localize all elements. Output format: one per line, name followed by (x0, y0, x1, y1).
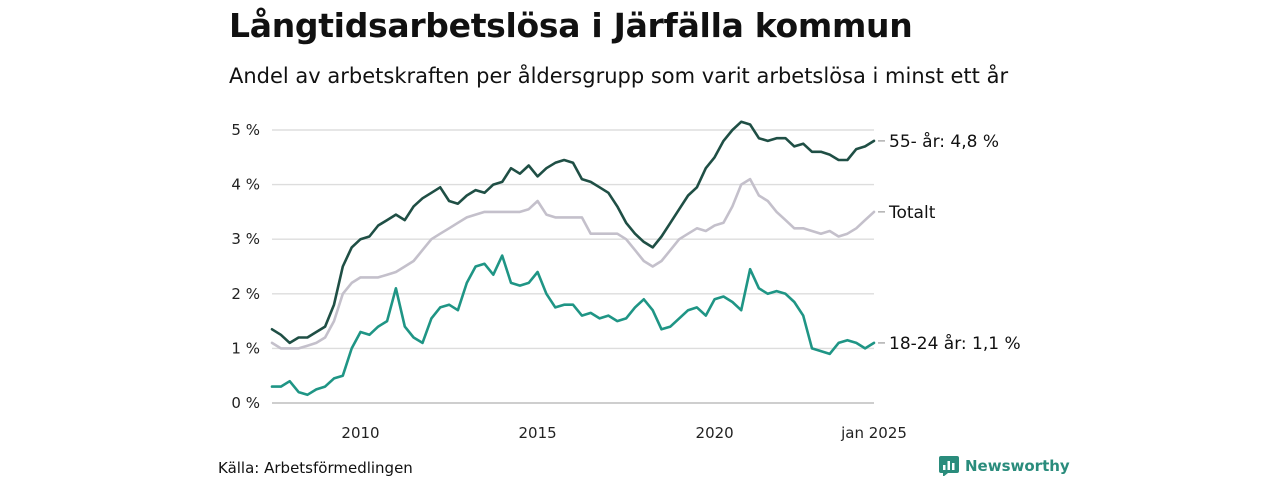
y-axis-ticks: 0 % 1 % 2 % 3 % 4 % 5 % (231, 121, 260, 412)
bar-chart-icon (939, 456, 959, 476)
y-tick-label: 3 % (231, 230, 260, 248)
y-tick-label: 4 % (231, 176, 260, 194)
x-tick-label: jan 2025 (840, 424, 907, 442)
y-tick-label: 1 % (231, 339, 260, 357)
y-tick-label: 2 % (231, 285, 260, 303)
chart-title: Långtidsarbetslösa i Järfälla kommun (229, 6, 913, 45)
series-line (270, 254, 876, 397)
gridlines (272, 129, 874, 404)
brand-logo: Newsworthy (939, 456, 1070, 476)
chart-subtitle: Andel av arbetskraften per åldersgrupp s… (229, 64, 1009, 88)
series-line (270, 177, 876, 350)
x-tick-label: 2020 (696, 424, 734, 442)
x-tick-label: 2010 (341, 424, 379, 442)
y-tick-label: 0 % (231, 394, 260, 412)
brand-name: Newsworthy (965, 457, 1070, 475)
x-tick-label: 2015 (518, 424, 556, 442)
series-end-label: 55- år: 4,8 % (889, 131, 999, 152)
x-axis-ticks: 2010 2015 2020 jan 2025 (341, 424, 906, 442)
series-end-label: 18-24 år: 1,1 % (889, 333, 1021, 354)
series-line (270, 120, 876, 345)
source-label: Källa: Arbetsförmedlingen (218, 459, 413, 477)
series-end-label: Totalt (888, 203, 936, 223)
y-tick-label: 5 % (231, 121, 260, 139)
end-labels: 55- år: 4,8 % Totalt 18-24 år: 1,1 % (878, 131, 1021, 354)
series-lines (270, 120, 876, 397)
